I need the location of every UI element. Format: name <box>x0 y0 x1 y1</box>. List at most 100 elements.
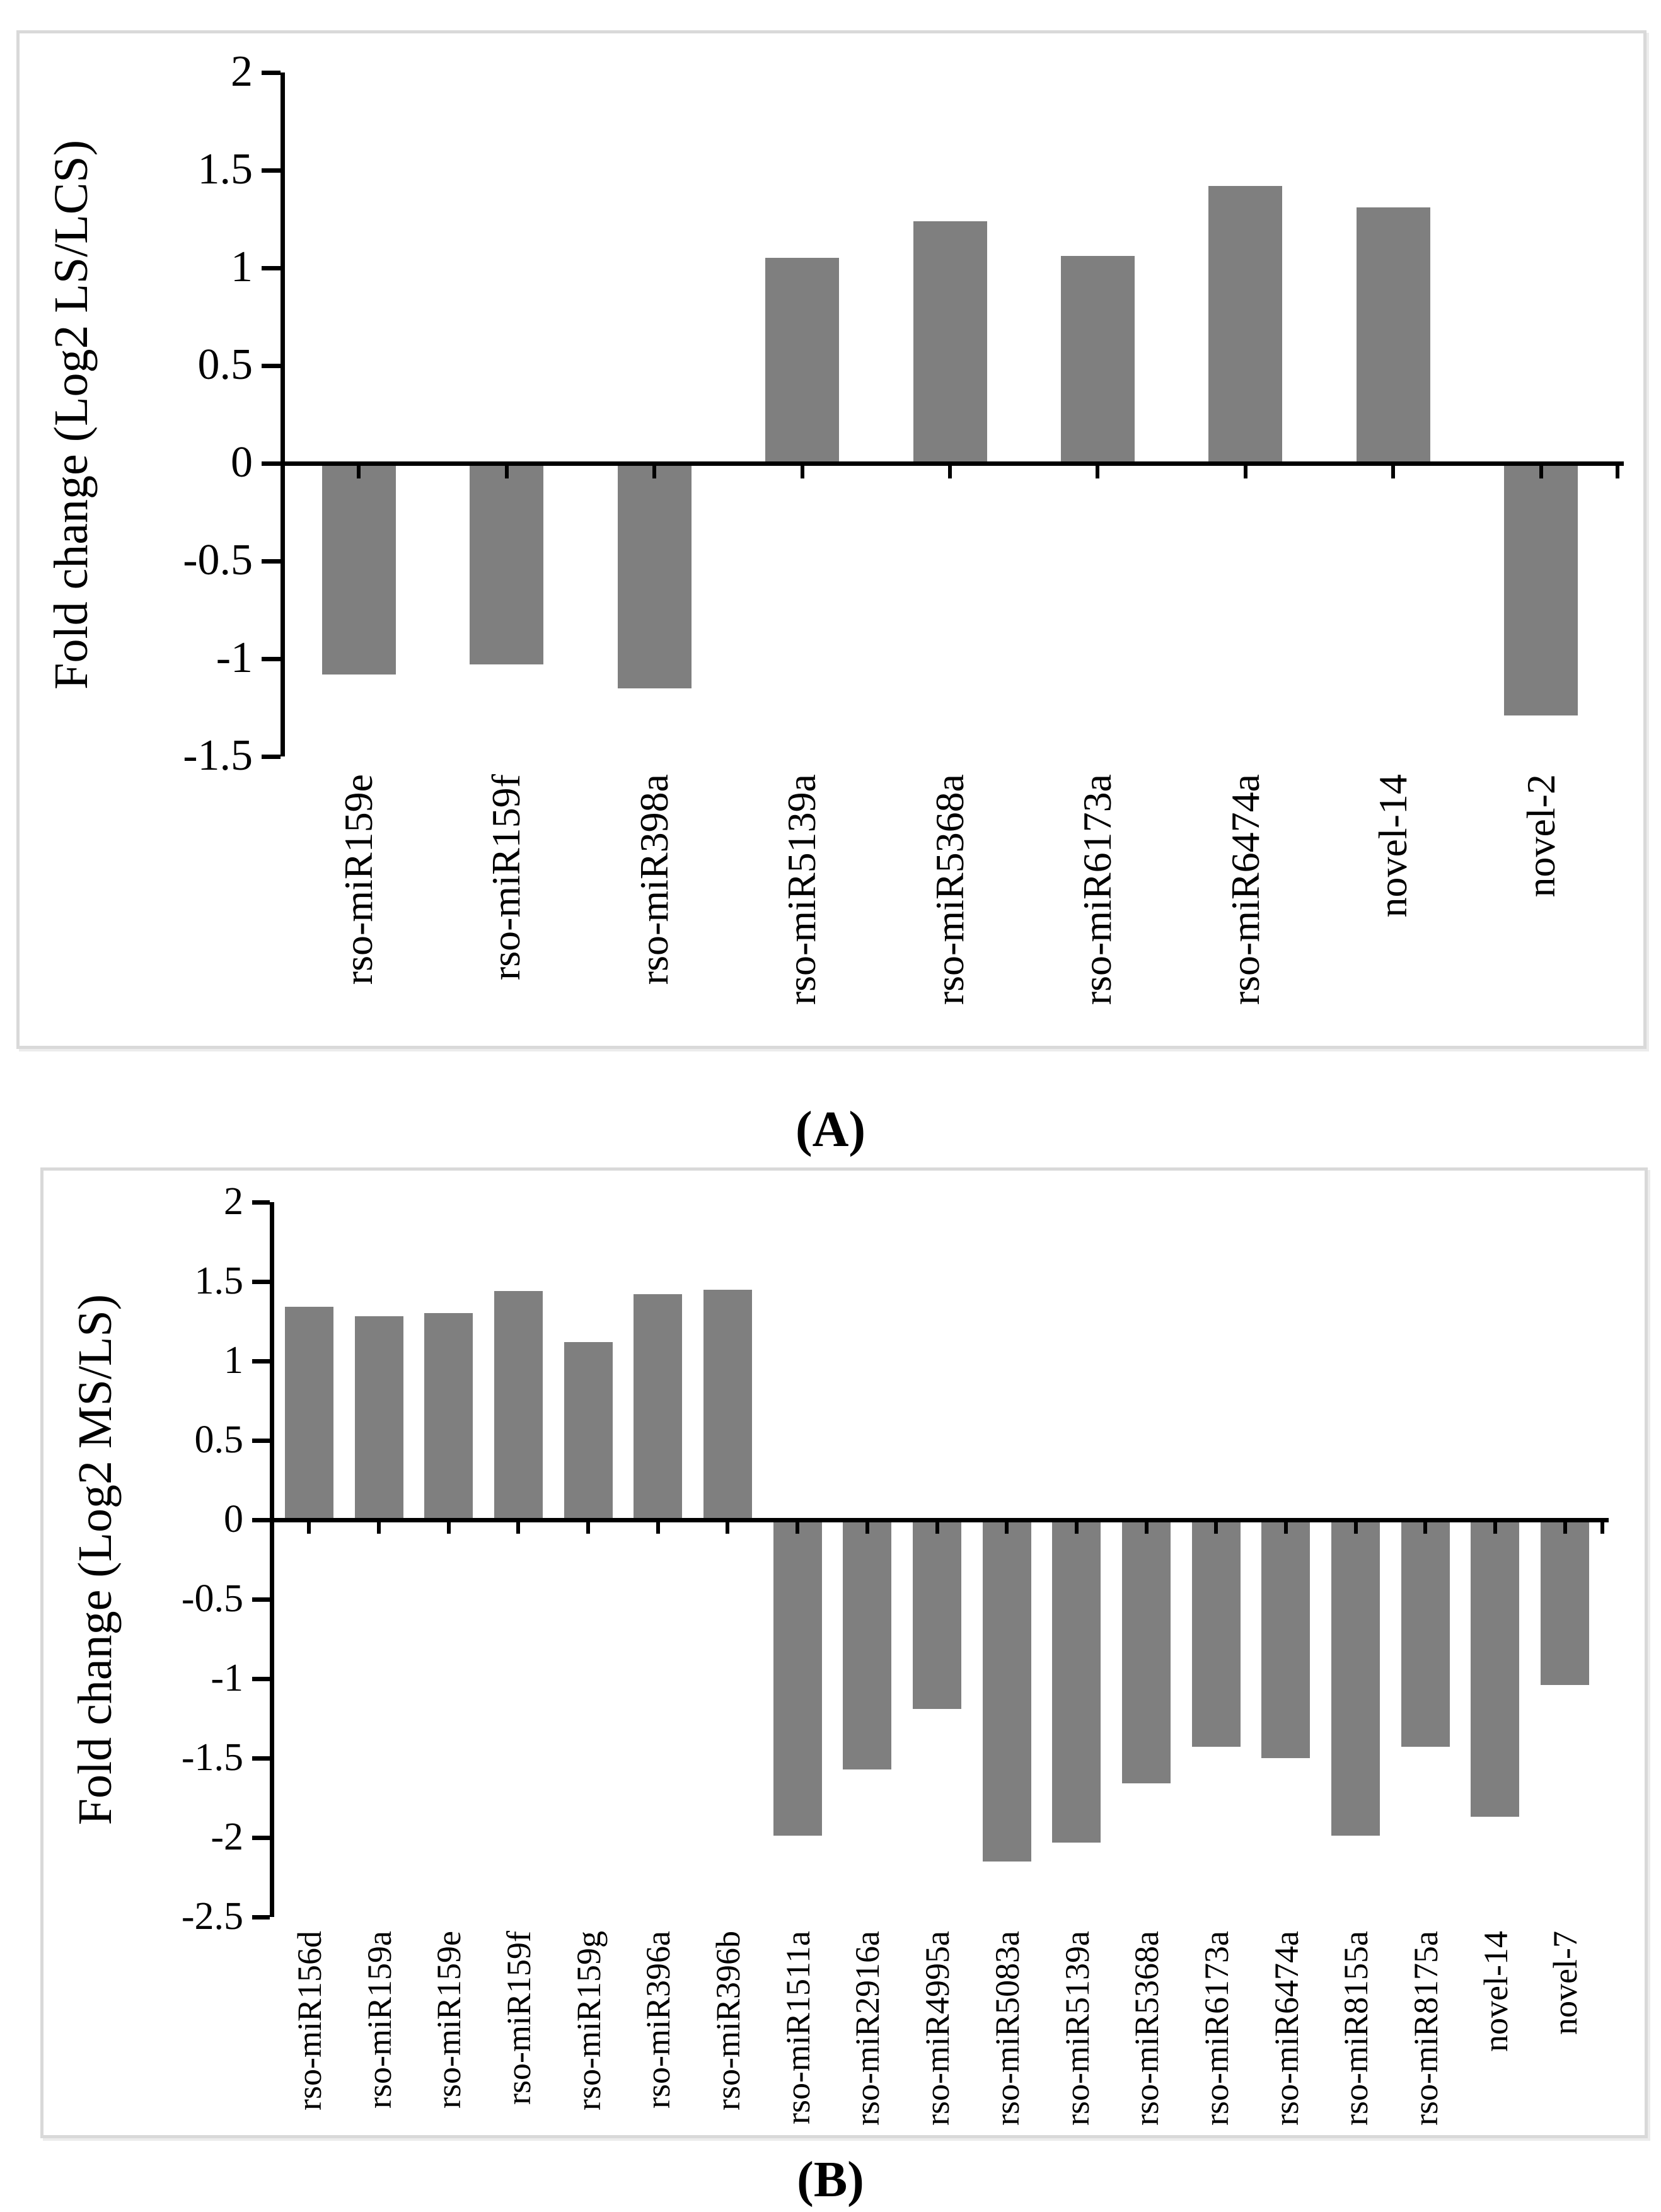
bar-novel-7 <box>1541 1520 1589 1685</box>
y-tick <box>262 168 281 173</box>
x-tick <box>1214 1518 1218 1534</box>
y-tick-label: -1 <box>211 1657 243 1700</box>
bar-rso-miR159f <box>470 463 543 664</box>
bar-rso-miR6173a <box>1061 256 1135 463</box>
x-category-label-text: rso-miR1511a <box>778 1931 817 2124</box>
x-tick <box>1005 1518 1009 1534</box>
y-tick <box>252 1200 270 1205</box>
x-category-label-text: rso-miR5368a <box>1127 1931 1166 2126</box>
panel-a-chart: Fold change (Log2 LS/LCS) 2 1.5 1 0.5 0 -0.5 -1… <box>16 30 1647 1049</box>
y-tick <box>252 1359 270 1364</box>
x-tick <box>307 1518 311 1534</box>
bar-rso-miR156d <box>285 1307 333 1520</box>
x-category-label-text: novel-7 <box>1546 1931 1584 2035</box>
x-category-label: rso-miR396b <box>693 1931 763 2133</box>
x-tick <box>447 1518 451 1534</box>
bar-rso-miR5368a <box>1122 1520 1171 1783</box>
x-category-label-text: rso-miR159f <box>499 1931 538 2105</box>
x-category-label-text: rso-miR5368a <box>927 774 972 1005</box>
x-tick <box>726 1518 729 1534</box>
bar-rso-miR398a <box>618 463 692 688</box>
y-tick-label: 2 <box>224 1180 243 1223</box>
x-tick <box>1563 1518 1567 1534</box>
bar-rso-miR8175a <box>1401 1520 1450 1747</box>
y-tick-label: 0.5 <box>194 1418 244 1461</box>
x-category-label-text: rso-miR159e <box>336 774 381 985</box>
bar-rso-miR6173a <box>1192 1520 1241 1747</box>
x-category-label: rso-miR8175a <box>1391 1931 1461 2133</box>
bar-rso-miR6474a <box>1261 1520 1310 1758</box>
y-axis-line <box>270 1202 274 1917</box>
bar-rso-miR159a <box>355 1316 403 1520</box>
x-category-label-text: rso-miR398a <box>632 774 676 985</box>
bar-novel-2 <box>1504 463 1578 715</box>
bar-rso-miR5083a <box>983 1520 1031 1862</box>
x-tick <box>948 461 952 478</box>
panel-b-caption: (B) <box>797 2152 864 2208</box>
y-tick-label: -1 <box>216 634 253 682</box>
x-category-label: rso-miR6474a <box>1172 774 1319 1044</box>
plot-area-a: Fold change (Log2 LS/LCS) 2 1.5 1 0.5 0 -0.5 -1… <box>20 33 1643 1046</box>
x-tick <box>505 461 509 478</box>
x-category-label: rso-miR159g <box>553 1931 623 2133</box>
x-category-label-text: novel-2 <box>1519 774 1563 898</box>
x-category-label-text: rso-miR6173a <box>1075 774 1120 1005</box>
y-tick-label: 1 <box>231 243 253 291</box>
x-category-label-text: rso-miR8155a <box>1336 1931 1375 2126</box>
bar-rso-miR4995a <box>913 1520 961 1709</box>
x-category-label-text: novel-14 <box>1370 774 1415 918</box>
x-tick <box>1284 1518 1288 1534</box>
x-category-label: rso-miR159e <box>414 1931 483 2133</box>
x-category-label: rso-miR6173a <box>1024 774 1171 1044</box>
panel-b-chart: Fold change (Log2 MS/LS) 2 1.5 1 0.5 0 -0.5 -1 -… <box>40 1167 1648 2138</box>
x-category-label-text: rso-miR6173a <box>1197 1931 1236 2126</box>
x-category-label: novel-14 <box>1461 1931 1531 2133</box>
y-tick-label: 1.5 <box>197 145 253 194</box>
x-category-label-text: rso-miR6474a <box>1267 1931 1305 2126</box>
y-tick <box>252 1836 270 1840</box>
x-category-label: rso-miR5368a <box>876 774 1024 1044</box>
x-category-label-text: rso-miR159g <box>569 1931 608 2111</box>
x-axis-end-tick <box>1616 461 1619 478</box>
x-category-label: rso-miR5139a <box>728 774 876 1044</box>
x-category-label-text: rso-miR5083a <box>988 1931 1026 2126</box>
x-category-label: rso-miR8155a <box>1321 1931 1391 2133</box>
bar-novel-14 <box>1471 1520 1519 1817</box>
x-category-label: rso-miR159e <box>285 774 432 1044</box>
x-tick <box>1493 1518 1497 1534</box>
x-category-label: rso-miR6173a <box>1181 1931 1251 2133</box>
x-category-label: novel-2 <box>1467 774 1615 1044</box>
y-axis-line <box>281 72 285 756</box>
x-tick <box>1145 1518 1149 1534</box>
x-category-label-text: rso-miR6474a <box>1223 774 1268 1005</box>
bar-novel-14 <box>1357 207 1430 463</box>
y-tick-label: 0 <box>224 1498 243 1541</box>
bar-rso-miR159f <box>494 1291 543 1520</box>
y-tick <box>262 657 281 661</box>
bar-rso-miR159e <box>424 1313 473 1520</box>
x-tick <box>796 1518 799 1534</box>
y-tick <box>252 1597 270 1602</box>
y-tick <box>262 461 281 466</box>
x-category-label-text: rso-miR159a <box>360 1931 398 2109</box>
x-tick <box>377 1518 381 1534</box>
y-axis-title: Fold change (Log2 LS/LCS) <box>36 72 107 756</box>
x-category-label-text: rso-miR396b <box>709 1931 747 2111</box>
bar-rso-miR159g <box>564 1342 613 1520</box>
x-tick <box>1244 461 1247 478</box>
x-tick <box>801 461 804 478</box>
x-axis-end-tick <box>1600 1518 1604 1534</box>
x-category-label-text: rso-miR2916a <box>848 1931 886 2126</box>
y-tick <box>262 266 281 270</box>
bar-rso-miR8155a <box>1331 1520 1380 1836</box>
x-category-label-text: rso-miR5139a <box>779 774 824 1005</box>
x-category-label: novel-7 <box>1530 1931 1600 2133</box>
x-tick <box>1075 1518 1079 1534</box>
x-category-label: rso-miR2916a <box>832 1931 902 2133</box>
x-category-label: rso-miR159f <box>483 1931 553 2133</box>
y-tick <box>252 1756 270 1761</box>
bar-rso-miR5139a <box>765 258 839 463</box>
x-tick <box>1539 461 1543 478</box>
x-category-label-text: rso-miR159f <box>483 774 528 981</box>
